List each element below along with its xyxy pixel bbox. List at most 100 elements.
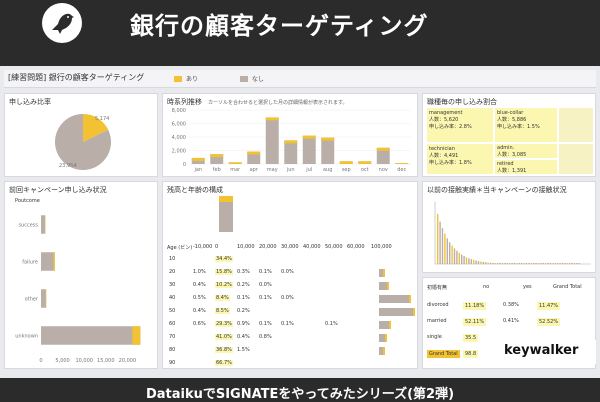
legend: あり なし <box>174 74 268 83</box>
job-panel: 職種毎の申し込み割合 management 人数：5,620 申し込み率：2.8… <box>422 93 596 177</box>
footer-banner: DataikuでSIGNATEをやってみたシリーズ(第2弾) <box>0 378 600 400</box>
contact-bar <box>571 263 572 264</box>
contact-bar <box>543 263 544 264</box>
age-mini-bars <box>163 182 419 370</box>
job-cell-blue-collar[interactable]: blue-collar 人数：5,886 申し込み率：1.5% <box>495 108 557 142</box>
rate-panel-title: 申し込み比率 <box>9 97 51 107</box>
contact-bar <box>545 263 546 264</box>
marital-cell: 52.11% <box>463 318 486 326</box>
month-bar-yes <box>210 154 223 157</box>
contact-bar <box>463 256 464 264</box>
contact-bar <box>492 263 493 264</box>
contact-bar <box>478 261 479 264</box>
x-tick-label: apr <box>250 167 259 173</box>
age-side-bar-yes <box>409 295 411 303</box>
x-tick-label: dec <box>397 167 406 173</box>
contact-panel-title: 以前の接触実績＊当キャンペーンの接触状況 <box>427 185 567 195</box>
contact-bar <box>550 263 551 264</box>
job-panel-title: 職種毎の申し込み割合 <box>427 97 497 107</box>
contact-bar <box>579 263 580 264</box>
age-top-bar-yes <box>219 196 233 202</box>
legend-label-yes: あり <box>186 74 198 83</box>
y-tick-label: 6,000 <box>172 122 186 128</box>
contact-bar <box>559 263 560 264</box>
contact-bar <box>576 263 577 264</box>
job-name: technician <box>429 146 472 153</box>
job-cell-other-2[interactable] <box>559 144 593 174</box>
contact-bar <box>499 263 500 264</box>
month-bar-yes <box>266 117 279 120</box>
contact-bar <box>509 263 510 264</box>
pie-label-yes: 5,174 <box>95 116 109 122</box>
dashboard-header: [練習問題] 銀行の顧客ターゲティング あり なし <box>4 70 596 88</box>
month-bar-yes <box>284 140 297 143</box>
contact-bar <box>507 263 508 264</box>
job-name: management <box>429 110 472 117</box>
contact-bar <box>483 262 484 264</box>
contact-bar <box>557 263 558 264</box>
y-tick-label: 8,000 <box>172 108 186 114</box>
y-tick-label: 2,000 <box>172 149 186 155</box>
prev-bar <box>41 326 140 345</box>
month-bar-yes <box>395 163 408 164</box>
contact-bar <box>574 263 575 264</box>
job-rate: 申し込み率：1.5% <box>497 124 540 131</box>
marital-row-label: single <box>427 334 442 340</box>
category-label: unknown <box>15 333 38 339</box>
month-bar-yes <box>340 161 353 164</box>
prev-bar <box>41 252 55 271</box>
job-cell-management[interactable]: management 人数：5,620 申し込み率：2.8% <box>427 108 493 142</box>
contact-bar <box>564 263 565 264</box>
marital-header: no <box>483 284 489 290</box>
monthly-panel-subtitle: カーソルを合わせると選択した月の詳細情報が表示されます。 <box>208 100 348 106</box>
age-side-bar <box>379 269 383 277</box>
pie-label-no: 23,954 <box>59 163 77 169</box>
month-bar-yes <box>303 136 316 139</box>
contact-bar <box>437 214 438 264</box>
contact-bar <box>442 228 443 264</box>
marital-cell: 11.18% <box>463 302 486 310</box>
marital-row-label: married <box>427 318 447 324</box>
job-cell-admin[interactable]: admin. 人数：3,085 <box>495 144 557 158</box>
contact-bar <box>516 263 517 264</box>
contact-bar <box>514 263 515 264</box>
x-tick-label: oct <box>361 167 369 173</box>
keywalker-logo: keywalker <box>498 340 596 364</box>
prev-bar-yes <box>132 326 140 345</box>
age-side-bar-yes <box>389 321 391 329</box>
category-label: other <box>25 296 39 302</box>
contact-bar <box>475 261 476 264</box>
marital-cell: 0.41% <box>503 318 519 324</box>
age-side-bar-yes <box>387 282 389 290</box>
contact-bar <box>519 263 520 264</box>
marital-row-label: divorced <box>427 302 449 308</box>
marital-header: Grand Total <box>553 284 582 290</box>
contact-bar <box>495 263 496 264</box>
job-count: 人数：4,491 <box>429 153 472 160</box>
marital-header: yes <box>523 284 532 290</box>
marital-row-label: Grand Total <box>427 350 460 358</box>
contact-bar <box>490 263 491 264</box>
contact-bar <box>552 263 553 264</box>
contact-bar <box>480 262 481 264</box>
age-side-bar-yes <box>383 269 385 277</box>
x-tick-label: may <box>267 167 278 173</box>
contact-bar <box>444 234 445 264</box>
contact-bar <box>521 263 522 264</box>
job-cell-other[interactable] <box>559 108 593 142</box>
poutcome-label: Poutcome <box>15 198 40 204</box>
contact-chart[interactable] <box>423 182 597 274</box>
marital-cell: 35.5 <box>463 334 478 342</box>
job-name: retired <box>497 161 526 168</box>
job-cell-retired[interactable]: retired 人数：1,391 <box>495 160 557 174</box>
legend-label-no: なし <box>252 74 264 83</box>
contact-bar <box>473 260 474 264</box>
job-count: 人数：1,391 <box>497 168 526 175</box>
prev-panel-title: 前回キャンペーン申し込み状況 <box>9 185 107 195</box>
job-cell-technician[interactable]: technician 人数：4,491 申し込み率：1.8% <box>427 144 493 174</box>
job-count: 人数：5,620 <box>429 117 472 124</box>
contact-bar <box>526 263 527 264</box>
contact-bar <box>487 262 488 264</box>
